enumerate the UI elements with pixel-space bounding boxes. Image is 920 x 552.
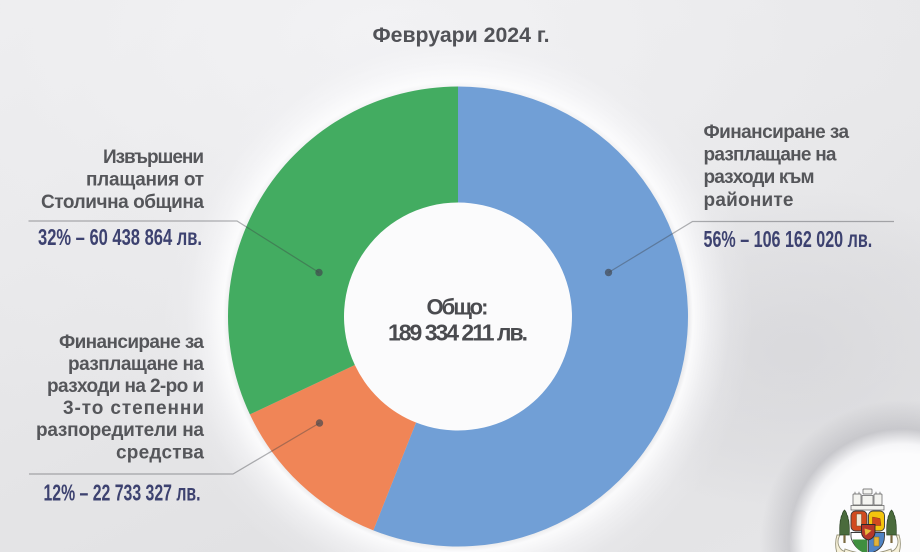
svg-text:Финансиране за: Финансиране за — [704, 122, 850, 143]
svg-text:56% – 106 162 020 лв.: 56% – 106 162 020 лв. — [704, 226, 873, 252]
svg-text:Финансиране за: Финансиране за — [59, 332, 204, 353]
svg-text:средства: средства — [116, 442, 204, 463]
svg-text:32% – 60 438 864 лв.: 32% – 60 438 864 лв. — [38, 224, 202, 250]
svg-text:Столична община: Столична община — [41, 192, 204, 213]
svg-text:разплащане на: разплащане на — [68, 354, 204, 375]
svg-text:разплащане на: разплащане на — [704, 145, 837, 166]
svg-text:разпоредители на: разпоредители на — [36, 420, 204, 441]
svg-text:разходи на 2-ро и: разходи на 2-ро и — [47, 376, 204, 397]
svg-text:Извършени: Извършени — [103, 147, 204, 168]
svg-text:3-то степенни: 3-то степенни — [63, 398, 204, 419]
svg-text:плащания от: плащания от — [86, 170, 204, 191]
svg-text:189 334 211 лв.: 189 334 211 лв. — [388, 320, 528, 346]
svg-text:12% – 22 733 327 лв.: 12% – 22 733 327 лв. — [44, 480, 201, 506]
svg-text:районите: районите — [704, 190, 794, 211]
svg-text:Общо:: Общо: — [427, 295, 489, 320]
svg-text:разходи към: разходи към — [704, 167, 815, 188]
svg-text:Февруари 2024 г.: Февруари 2024 г. — [373, 24, 550, 47]
